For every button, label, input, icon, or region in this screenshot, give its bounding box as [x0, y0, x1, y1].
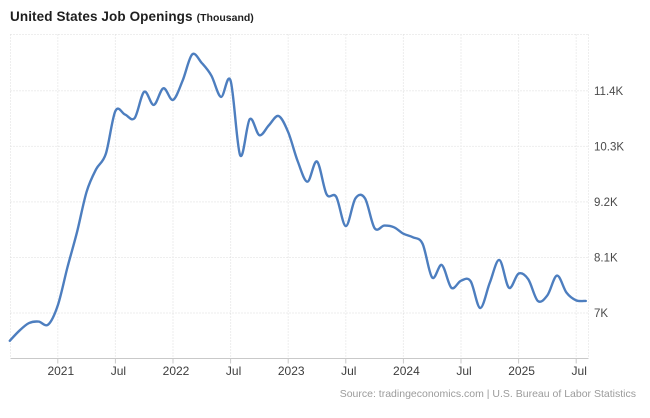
y-tick-label: 10.3K	[594, 141, 624, 153]
chart-title: United States Job Openings (Thousand)	[10, 8, 254, 26]
x-tick-label: 2021	[47, 364, 74, 378]
y-tick-label: 8.1K	[594, 252, 618, 264]
y-axis-labels: 7K 8.1K 9.2K 10.3K 11.4K	[594, 86, 624, 320]
gridlines	[10, 34, 589, 359]
y-tick-label: 9.2K	[594, 197, 618, 209]
x-tick-label: Jul	[456, 364, 471, 378]
x-tick-label: Jul	[111, 364, 126, 378]
x-tick-label: 2023	[278, 364, 305, 378]
x-tick-label: 2025	[508, 364, 535, 378]
y-tick-label: 7K	[594, 308, 608, 320]
source-attribution: Source: tradingeconomics.com | U.S. Bure…	[339, 388, 636, 400]
x-tick-label: Jul	[226, 364, 241, 378]
x-tick-label: Jul	[341, 364, 356, 378]
series-line	[8, 52, 587, 342]
page-title: United States Job Openings	[10, 9, 193, 24]
title-unit-suffix: (Thousand)	[196, 12, 254, 24]
y-tick-label: 11.4K	[594, 86, 624, 98]
x-tick-label: Jul	[572, 364, 587, 378]
axis-ticks	[57, 358, 577, 364]
x-tick-label: 2022	[163, 364, 190, 378]
plot-border	[10, 34, 589, 359]
x-axis-labels: 2021 Jul 2022 Jul 2023 Jul 2024 Jul 2025 Jul	[47, 364, 586, 378]
x-tick-label: 2024	[393, 364, 420, 378]
